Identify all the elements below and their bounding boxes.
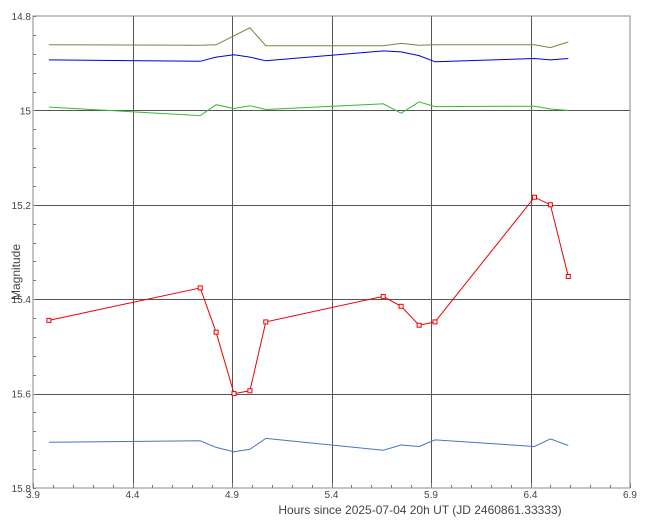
- series-1-line: [48, 27, 569, 49]
- y-tick-label: 15.4: [12, 295, 32, 306]
- series-4-point: [46, 317, 52, 323]
- series-3-line: [48, 101, 569, 117]
- y-tick-label: 15.8: [12, 484, 32, 495]
- x-tick-label: 6.9: [623, 490, 637, 501]
- series-4: [46, 194, 571, 397]
- x-tick-label: 6.4: [524, 490, 538, 501]
- x-tick-label: 5.4: [325, 490, 339, 501]
- y-tick-label: 15: [20, 106, 32, 117]
- series-1: [48, 27, 569, 49]
- x-tick-label: 3.9: [26, 490, 40, 501]
- plot-background: [33, 16, 630, 488]
- series-3: [48, 101, 569, 117]
- series-4-point: [380, 293, 386, 299]
- x-tick-label: 4.9: [225, 490, 239, 501]
- series-5: [48, 437, 569, 453]
- x-axis-label: Hours since 2025-07-04 20h UT (JD 246086…: [278, 503, 561, 517]
- series-4-point: [247, 388, 253, 394]
- y-tick-label: 14.8: [12, 12, 32, 23]
- y-tick-label: 15.2: [12, 201, 32, 212]
- plot-frame: [32, 15, 631, 489]
- series-4-point: [432, 319, 438, 325]
- series-2: [48, 50, 569, 63]
- series-4-point: [532, 194, 537, 200]
- x-tick-label: 5.9: [424, 490, 438, 501]
- series-4-point: [263, 319, 269, 325]
- series-layer: [46, 27, 571, 453]
- x-tick-labels: 3.9 4.4 4.9 5.4 5.9 6.4 6.9: [26, 490, 637, 501]
- x-tick-label: 4.4: [126, 490, 140, 501]
- y-axis-label: Magnitude: [9, 244, 23, 300]
- series-4-point: [565, 274, 571, 279]
- grid-lines: [33, 16, 630, 488]
- series-2-line: [48, 50, 569, 63]
- series-4-point: [231, 391, 237, 397]
- series-4-point: [547, 202, 553, 208]
- y-tick-label: 15.6: [12, 390, 32, 401]
- series-4-point: [213, 329, 219, 335]
- y-tick-labels: 14.8 15 15.2 15.4 15.6 15.8: [12, 12, 32, 495]
- series-5-line: [48, 437, 569, 453]
- series-4-point: [197, 285, 203, 291]
- series-4-point: [416, 322, 422, 328]
- series-4-point: [398, 303, 404, 309]
